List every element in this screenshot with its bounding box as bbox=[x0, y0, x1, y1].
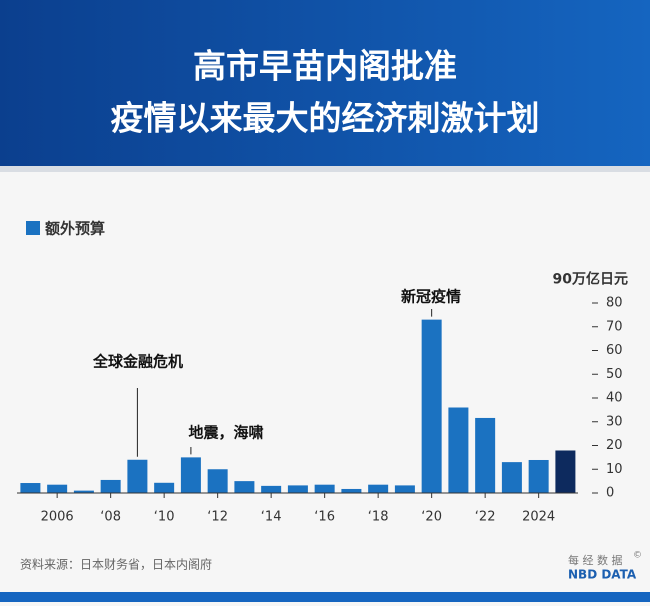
footer-band bbox=[0, 592, 650, 602]
bar bbox=[20, 483, 41, 493]
annotation: 地震，海啸 bbox=[188, 424, 263, 442]
bar bbox=[314, 484, 335, 493]
bar bbox=[234, 481, 255, 493]
x-tick-label: 2006 bbox=[41, 510, 74, 525]
y-tick-label: 40 bbox=[606, 391, 623, 406]
bar bbox=[448, 407, 469, 493]
bar bbox=[100, 479, 121, 493]
x-tick-label: 2024 bbox=[522, 510, 555, 525]
logo-mark: © bbox=[633, 551, 642, 561]
x-tick-label: ‘14 bbox=[261, 510, 282, 525]
chart-title: 疫情以来最大的经济刺激计划 bbox=[111, 99, 540, 138]
bar bbox=[73, 490, 94, 493]
legend-label: 额外预算 bbox=[45, 220, 105, 238]
bar bbox=[180, 457, 201, 493]
y-tick-label: 60 bbox=[606, 343, 623, 358]
bar bbox=[501, 462, 522, 493]
bar bbox=[394, 485, 415, 493]
annotation: 全球金融危机 bbox=[92, 353, 183, 371]
bar bbox=[341, 488, 362, 493]
bar bbox=[555, 450, 576, 493]
annotation: 新冠疫情 bbox=[401, 288, 461, 306]
logo-cn: 每 经 数 据 bbox=[568, 553, 623, 567]
x-tick-label: ‘16 bbox=[314, 510, 335, 525]
x-tick-label: ‘20 bbox=[421, 510, 442, 525]
bar bbox=[528, 459, 549, 493]
bar bbox=[475, 417, 496, 493]
logo-en: NBD DATA bbox=[568, 568, 637, 582]
y-tick-label: 10 bbox=[606, 462, 623, 477]
y-tick-label: 70 bbox=[606, 319, 623, 334]
x-tick-label: ‘18 bbox=[368, 510, 389, 525]
bar bbox=[368, 484, 389, 493]
bar bbox=[261, 485, 282, 493]
y-tick-label: 80 bbox=[606, 296, 623, 311]
chart-title: 高市早苗内阁批准 bbox=[193, 47, 457, 86]
bar bbox=[154, 482, 175, 493]
header-stripe bbox=[0, 166, 650, 172]
x-tick-label: ‘12 bbox=[207, 510, 228, 525]
y-tick-label: 90万亿日元 bbox=[553, 270, 628, 287]
y-tick-label: 0 bbox=[606, 486, 614, 501]
header-band bbox=[0, 0, 650, 166]
x-tick-label: ‘10 bbox=[154, 510, 175, 525]
bar bbox=[207, 469, 228, 493]
y-tick-label: 30 bbox=[606, 414, 623, 429]
legend-swatch bbox=[26, 221, 40, 235]
y-tick-label: 50 bbox=[606, 367, 623, 382]
x-tick-label: ‘22 bbox=[475, 510, 496, 525]
source: 资料来源：日本财务省，日本内阁府 bbox=[20, 557, 212, 572]
bar bbox=[127, 459, 148, 493]
y-tick-label: 20 bbox=[606, 438, 623, 453]
x-tick-label: ‘08 bbox=[100, 510, 121, 525]
bar bbox=[287, 485, 308, 493]
bar bbox=[421, 319, 442, 493]
bar bbox=[47, 484, 68, 493]
